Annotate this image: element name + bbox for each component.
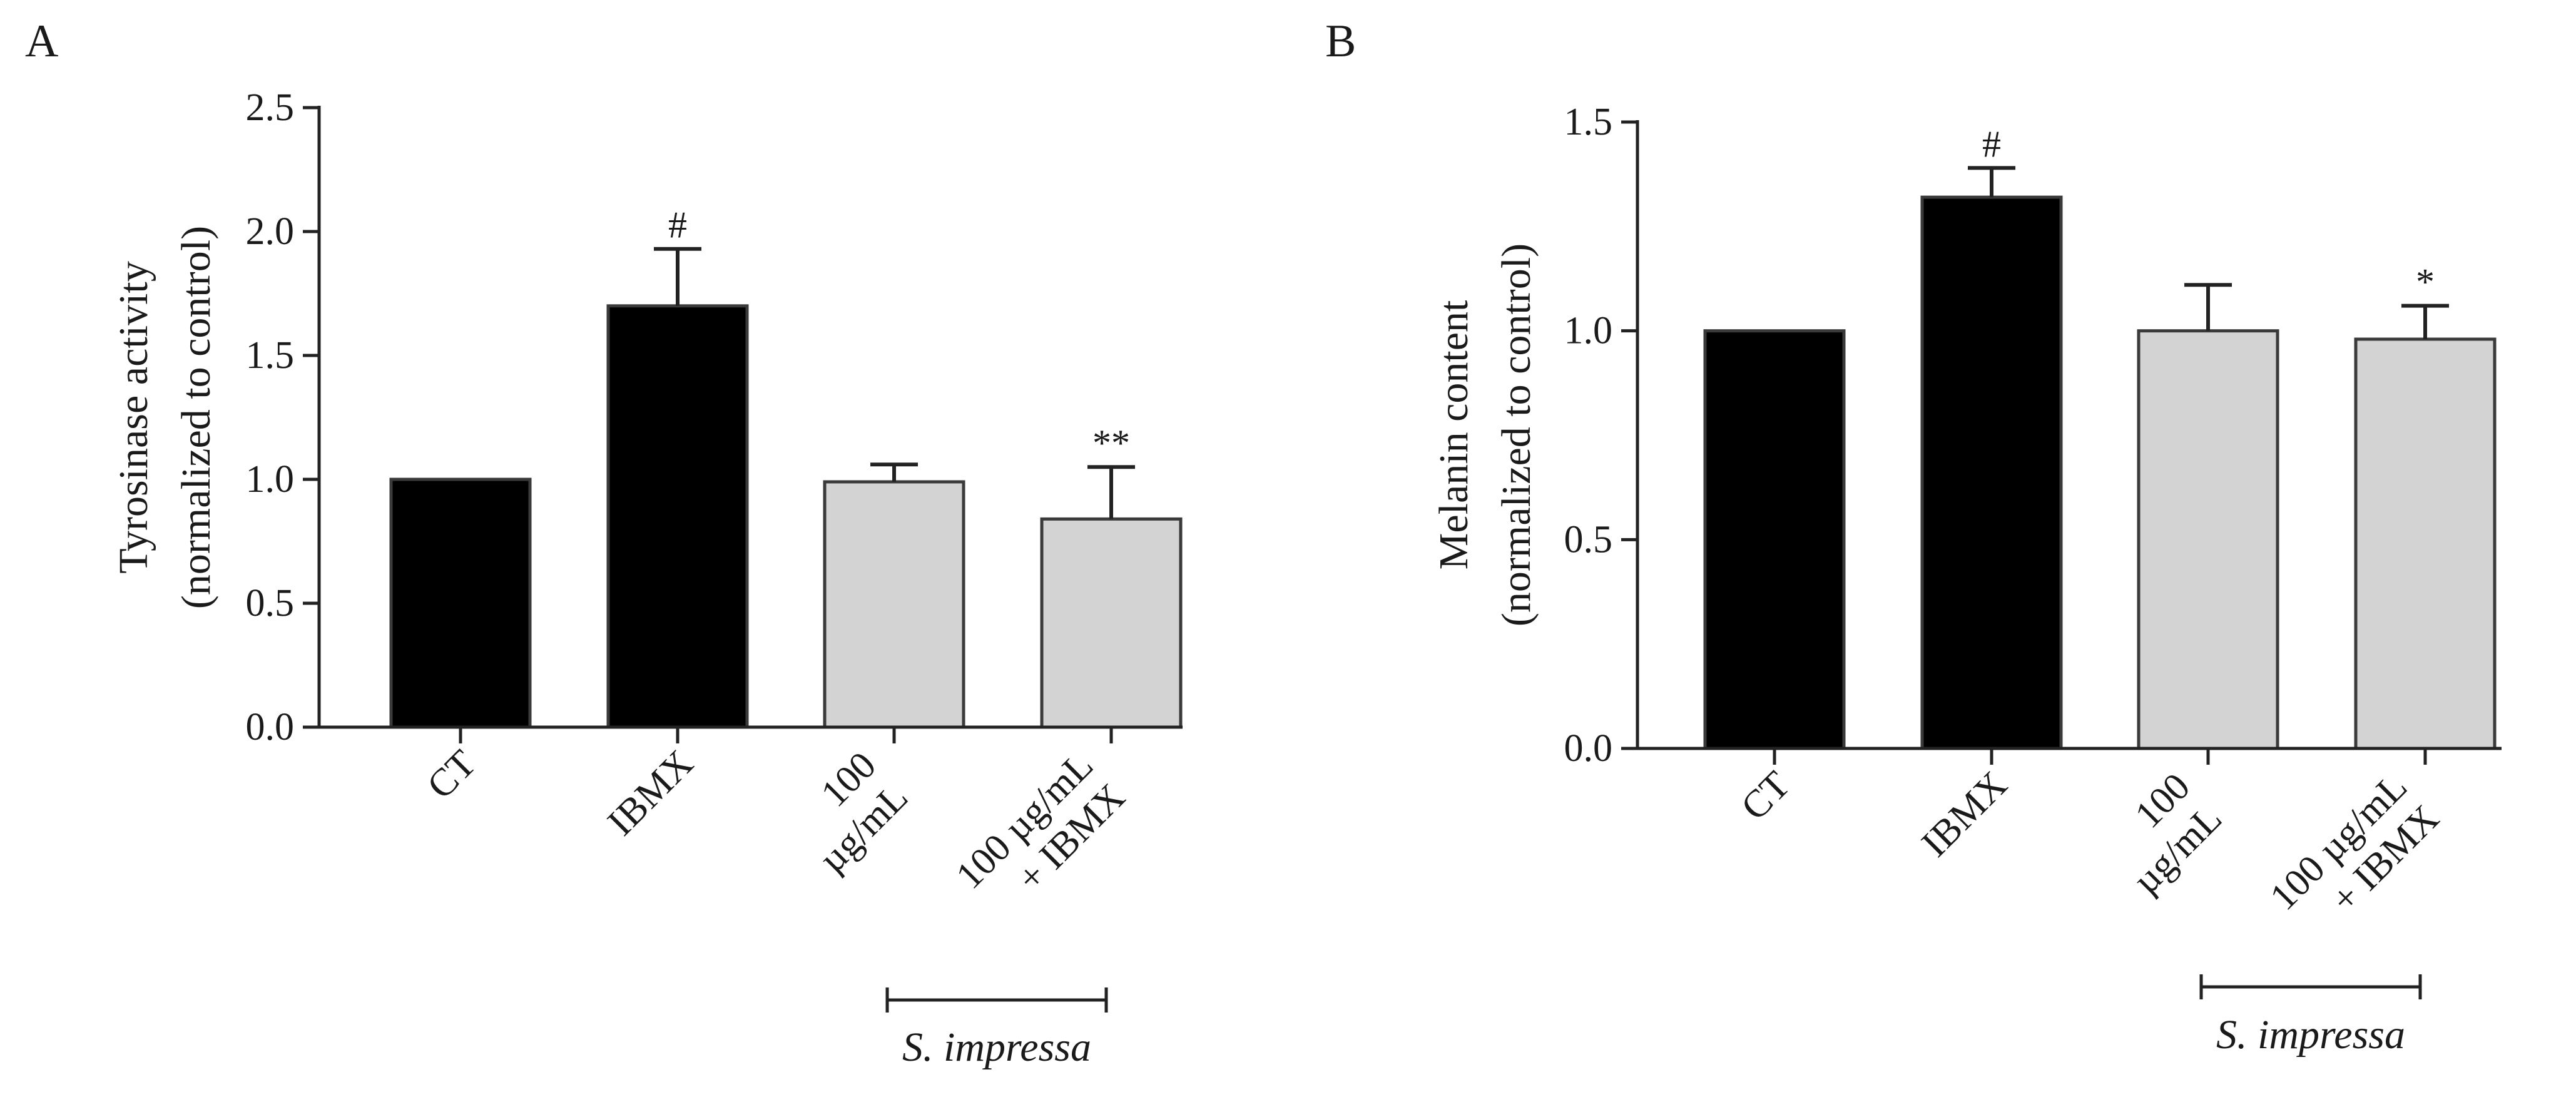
y-tick-label: 0.0 bbox=[246, 706, 295, 748]
bar bbox=[2354, 337, 2497, 750]
bar bbox=[389, 477, 532, 729]
bar bbox=[823, 480, 965, 729]
bar bbox=[1703, 329, 1846, 750]
y-tick-label: 1.5 bbox=[1564, 101, 1613, 143]
y-axis-label: (normalized to control) bbox=[173, 226, 219, 609]
significance-marker: # bbox=[668, 205, 687, 246]
y-tick-label: 2.0 bbox=[246, 210, 295, 253]
group-bracket-label: S. impressa bbox=[902, 1024, 1091, 1070]
panel-label: B bbox=[1325, 16, 1356, 67]
y-tick-label: 2.5 bbox=[246, 86, 295, 129]
y-tick-label: 0.0 bbox=[1564, 727, 1613, 770]
y-axis-label: Melanin content bbox=[1431, 300, 1477, 570]
y-tick-label: 1.5 bbox=[246, 334, 295, 377]
bar bbox=[606, 304, 749, 729]
x-tick-label: 100µg/mL bbox=[2093, 765, 2230, 902]
group-bracket-label: S. impressa bbox=[2216, 1012, 2405, 1058]
x-tick-label: IBMX bbox=[1913, 763, 2015, 865]
bar bbox=[1920, 195, 2063, 750]
bar bbox=[1040, 517, 1183, 729]
x-tick-label: 100 µg/mL+ IBMX bbox=[948, 744, 1133, 929]
chart-panel-a: A Tyrosinase activity (normalized to contr… bbox=[25, 16, 1183, 1070]
significance-marker: # bbox=[1982, 123, 2001, 165]
y-axis-label: Tyrosinase activity bbox=[111, 261, 156, 573]
chart-panel-b: B Melanin content (normalized to control) #… bbox=[1325, 16, 2502, 1058]
y-tick-label: 1.0 bbox=[1564, 310, 1613, 352]
x-tick-label: CT bbox=[1733, 763, 1798, 829]
y-axis-label: (normalized to control) bbox=[1494, 243, 1539, 626]
bar bbox=[2137, 329, 2279, 750]
significance-marker: ** bbox=[1092, 422, 1130, 464]
y-tick-label: 0.5 bbox=[246, 582, 295, 625]
y-tick-label: 1.0 bbox=[246, 458, 295, 501]
panel-label: A bbox=[25, 16, 58, 67]
x-tick-label: IBMX bbox=[599, 742, 701, 844]
x-tick-label: CT bbox=[419, 742, 484, 807]
x-tick-label: 100 µg/mL+ IBMX bbox=[2262, 765, 2447, 951]
y-tick-label: 0.5 bbox=[1564, 518, 1613, 561]
significance-marker: * bbox=[2416, 262, 2435, 303]
x-tick-label: 100µg/mL bbox=[779, 744, 916, 881]
